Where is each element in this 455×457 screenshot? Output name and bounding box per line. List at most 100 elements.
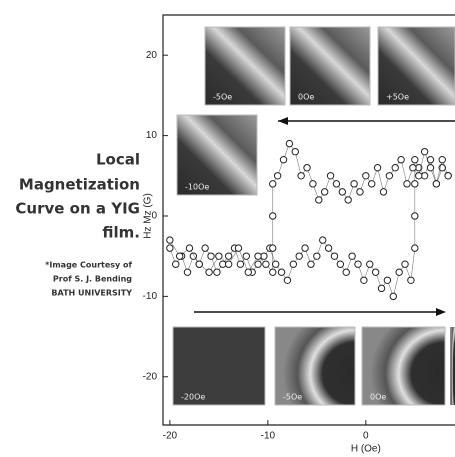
data-point [321,189,327,195]
data-point [225,261,231,267]
inset-label: -5Oe [213,93,232,102]
inset-label: -5Oe [283,393,302,402]
data-point [345,197,351,203]
x-tick-label: -20 [163,431,178,442]
data-point [243,253,249,259]
data-point [208,253,214,259]
data-point [173,261,179,267]
data-point [308,261,314,267]
x-axis-label: H (Oe) [351,444,381,455]
data-point [263,261,269,267]
data-point [298,173,304,179]
data-point [404,181,410,187]
data-point [302,245,308,251]
data-point [427,165,433,171]
data-point [384,277,390,283]
data-point [167,245,173,251]
data-point [314,253,320,259]
data-point [351,181,357,187]
data-point [327,173,333,179]
inset-label: -10Oe [185,183,209,192]
data-point [408,277,414,283]
data-point [392,165,398,171]
data-point [272,261,278,267]
data-point [412,213,418,219]
data-point [402,261,408,267]
data-point [369,181,375,187]
data-point [416,173,422,179]
inset-label: -20Oe [181,393,205,402]
data-point [337,261,343,267]
data-point [184,269,190,275]
data-point [398,157,404,163]
data-point [374,165,380,171]
x-tick-label: -10 [261,431,276,442]
y-tick-label: -20 [143,371,158,382]
y-tick-label: 10 [146,130,158,141]
y-tick-label: -10 [143,291,158,302]
side-title: Local [96,151,140,169]
data-point [396,269,402,275]
data-point [412,245,418,251]
data-point [296,253,302,259]
data-point [439,157,445,163]
data-point [357,189,363,195]
sweep-arrow-head [436,308,446,316]
data-point [186,245,192,251]
inset-label: 0Oe [298,93,314,102]
y-tick-label: 20 [146,50,158,61]
data-point [339,189,345,195]
data-point [316,197,322,203]
inset-label: +5Oe [386,93,409,102]
data-point [237,261,243,267]
data-point [410,165,416,171]
sweep-arrow-head [278,117,288,125]
side-title: Curve on a YIG [15,200,140,218]
data-point [270,213,276,219]
data-point [390,293,396,299]
data-point [225,253,231,259]
data-point [280,157,286,163]
data-point [202,245,208,251]
data-point [284,277,290,283]
data-point [355,261,361,267]
data-point [167,237,173,243]
data-point [325,245,331,251]
data-point [292,148,298,154]
figure: -5Oe0Oe+5Oe-10Oe-20Oe-5Oe0Oe -20-1001020… [0,0,455,457]
data-point [412,181,418,187]
data-point [343,269,349,275]
credit-line: *Image Courtesy of [45,261,132,270]
data-point [235,245,241,251]
data-point [245,269,251,275]
side-title: Magnetization [19,176,140,194]
data-point [378,285,384,291]
data-point [380,189,386,195]
data-point [372,269,378,275]
data-point [278,269,284,275]
data-point [176,253,182,259]
data-point [363,173,369,179]
inset-image [450,327,455,405]
inset-label: 0Oe [370,393,386,402]
data-point [310,181,316,187]
data-point [286,140,292,146]
data-point [196,261,202,267]
credit-line: BATH UNIVERSITY [51,289,132,298]
data-point [433,181,439,187]
data-point [320,237,326,243]
data-point [270,269,276,275]
data-point [255,253,261,259]
data-point [412,157,418,163]
y-axis-label: Hz Mz (G) [143,193,154,239]
credit-line: Prof S. J. Bending [53,275,132,284]
data-point [304,165,310,171]
data-point [421,148,427,154]
data-point [270,181,276,187]
data-point [361,277,367,283]
data-point [367,261,373,267]
data-point [331,253,337,259]
data-point [349,253,355,259]
side-title: film. [102,224,140,242]
data-point [445,173,451,179]
